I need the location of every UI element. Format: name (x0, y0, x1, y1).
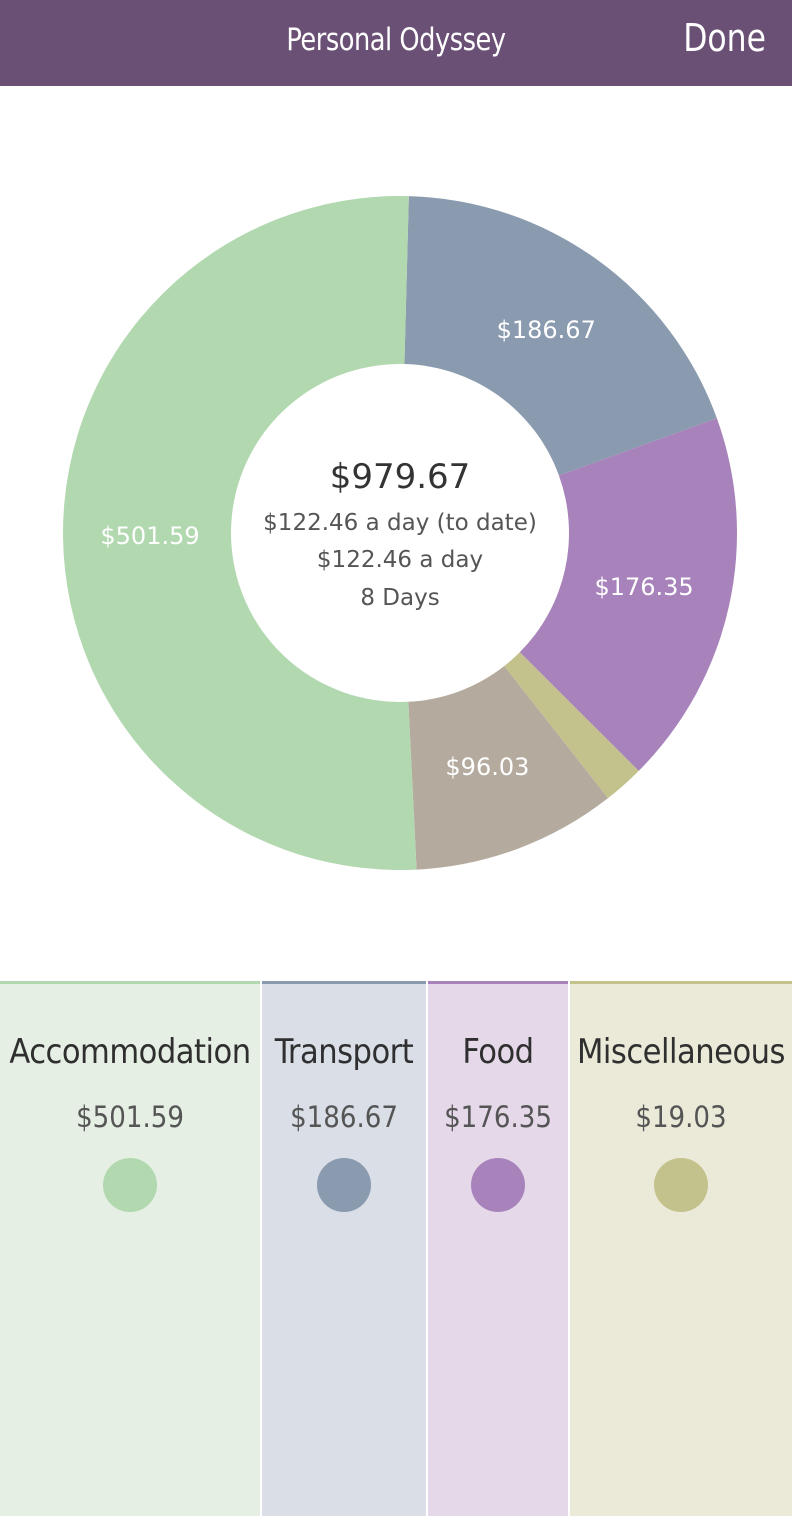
legend-value: $501.59 (76, 1100, 184, 1134)
legend-item-accommodation[interactable]: Accommodation $501.59 (0, 981, 260, 1516)
chart-center-days: 8 Days (360, 585, 439, 611)
chart-slice-4 (63, 196, 417, 871)
legend-color-dot (654, 1158, 708, 1212)
chart-slice-3 (408, 665, 608, 870)
legend-name: Accommodation (9, 1032, 251, 1072)
donut-chart: $186.67 $176.35 $96.03 $501.59 $979.67 $122… (63, 196, 738, 871)
chart-center-per-day-to-date: $122.46 a day (to date) (263, 510, 537, 536)
legend-value: $186.67 (290, 1100, 398, 1134)
nav-bar: Personal Odyssey Done (0, 0, 792, 86)
chart-center-per-day: $122.46 a day (317, 547, 483, 573)
legend-value: $176.35 (444, 1100, 552, 1134)
legend-item-food[interactable]: Food $176.35 (428, 981, 568, 1516)
chart-slice-label-4: $501.59 (100, 522, 199, 550)
legend-divider (426, 981, 428, 1516)
chart-center-total: $979.67 (330, 457, 471, 497)
legend-name: Food (462, 1032, 534, 1072)
legend-item-miscellaneous[interactable]: Miscellaneous $19.03 (570, 981, 792, 1516)
category-legend: Accommodation $501.59 Transport $186.67 … (0, 981, 792, 1516)
legend-value: $19.03 (635, 1100, 727, 1134)
legend-name: Miscellaneous (577, 1032, 785, 1072)
legend-name: Transport (274, 1032, 414, 1072)
chart-slice-labels: $186.67 $176.35 $96.03 $501.59 (100, 316, 693, 781)
legend-divider (568, 981, 570, 1516)
legend-item-transport[interactable]: Transport $186.67 (262, 981, 426, 1516)
legend-color-dot (317, 1158, 371, 1212)
chart-slice-2 (504, 652, 639, 799)
legend-color-dot (103, 1158, 157, 1212)
chart-slices (63, 196, 738, 871)
page-title: Personal Odyssey (286, 22, 506, 58)
chart-slice-label-3: $96.03 (445, 753, 529, 781)
chart-slice-0 (404, 196, 717, 476)
done-button[interactable]: Done (683, 16, 766, 60)
legend-divider (260, 981, 262, 1516)
chart-slice-label-0: $186.67 (497, 316, 596, 344)
legend-color-dot (471, 1158, 525, 1212)
chart-slice-1 (519, 418, 738, 771)
chart-slice-label-1: $176.35 (594, 573, 693, 601)
